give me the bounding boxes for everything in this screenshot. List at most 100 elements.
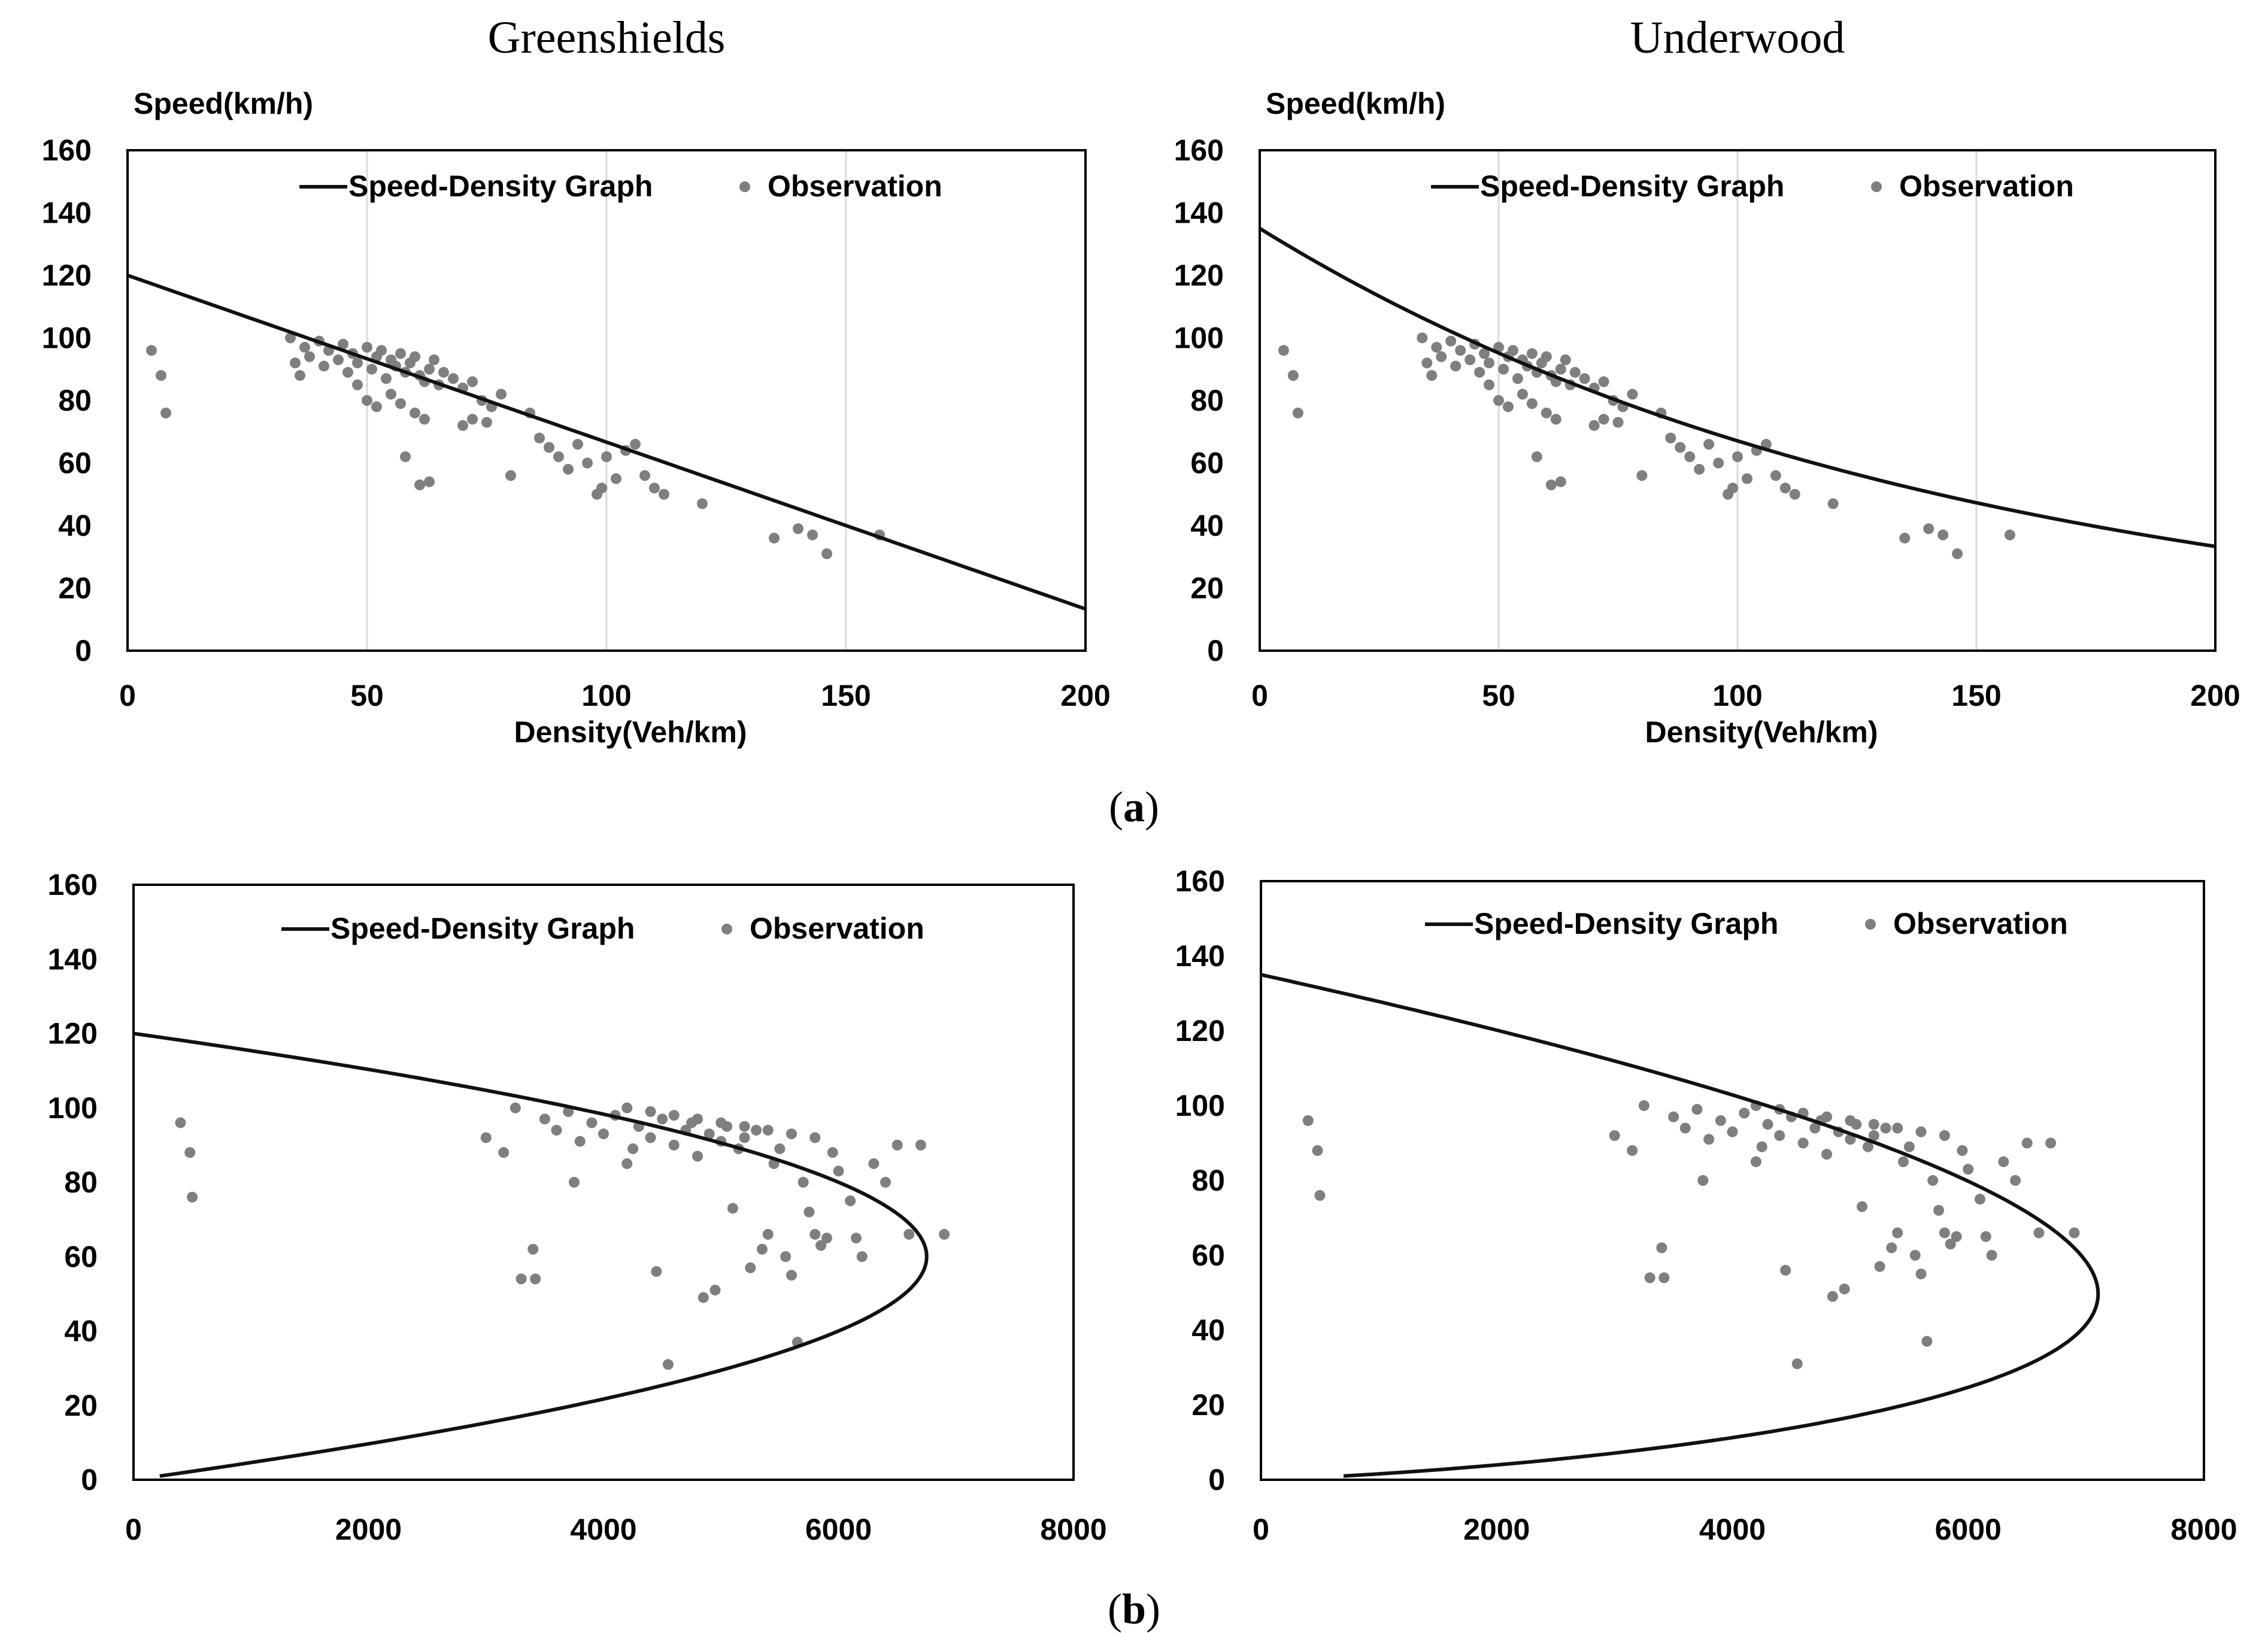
- observation-point: [386, 388, 396, 400]
- observation-point: [645, 1106, 656, 1117]
- y-tick-label: 140: [1175, 939, 1225, 973]
- observation-point: [2010, 1175, 2021, 1186]
- legend-curve-label: Speed-Density Graph: [348, 169, 653, 203]
- x-tick-label: 6000: [805, 1513, 872, 1546]
- x-tick-label: 6000: [1935, 1513, 2002, 1546]
- observation-point: [1531, 451, 1542, 463]
- observation-point: [1465, 354, 1476, 366]
- observation-point: [1827, 1291, 1838, 1302]
- legend-curve-label: Speed-Density Graph: [331, 912, 635, 945]
- observation-point: [1445, 335, 1457, 347]
- observation-point: [146, 345, 157, 356]
- speed-density-curve: [1260, 227, 2215, 548]
- y-tick-label: 20: [1190, 572, 1224, 605]
- observation-point: [410, 407, 420, 418]
- y-tick-label: 80: [1190, 384, 1224, 417]
- y-tick-label: 120: [1174, 259, 1224, 292]
- observation-point: [780, 1251, 792, 1262]
- observation-point: [481, 417, 492, 428]
- observation-point: [1892, 1122, 1903, 1134]
- x-tick-label: 0: [1251, 679, 1268, 712]
- observation-point: [480, 1132, 492, 1143]
- observation-point: [1588, 420, 1600, 431]
- observation-point: [1550, 414, 1561, 425]
- observation-point: [807, 529, 818, 541]
- observation-point: [410, 351, 420, 362]
- y-tick-label: 160: [42, 133, 92, 167]
- observation-point: [649, 482, 660, 494]
- observation-point: [505, 470, 516, 481]
- y-tick-label: 40: [64, 1315, 98, 1348]
- observation-point: [1770, 470, 1781, 481]
- observation-point: [1809, 1122, 1821, 1134]
- observation-point: [1937, 529, 1949, 541]
- observation-point: [539, 1113, 550, 1125]
- observation-point: [1598, 414, 1609, 425]
- observation-point: [1974, 1194, 1985, 1205]
- observation-point: [304, 351, 315, 362]
- observation-point: [1952, 548, 1963, 560]
- observation-point: [1287, 370, 1299, 381]
- observation-point: [352, 379, 363, 390]
- observation-point: [697, 498, 708, 509]
- observation-point: [621, 1158, 633, 1169]
- y-tick-label: 120: [48, 1017, 98, 1051]
- observation-point: [892, 1139, 903, 1151]
- observation-point: [1312, 1145, 1323, 1156]
- observation-point: [371, 401, 382, 412]
- y-tick-label: 120: [1175, 1014, 1225, 1048]
- observation-point: [1675, 442, 1686, 453]
- observation-point: [1684, 451, 1696, 463]
- y-tick-label: 60: [1191, 1239, 1225, 1272]
- observation-point: [659, 488, 669, 500]
- x-tick-label: 8000: [1040, 1513, 1106, 1546]
- observation-point: [1526, 348, 1538, 359]
- observation-point: [429, 354, 439, 366]
- observation-point: [1880, 1122, 1891, 1134]
- observation-point: [668, 1139, 680, 1151]
- observation-point: [1915, 1268, 1927, 1280]
- observation-point: [1998, 1156, 2009, 1167]
- observation-point: [1715, 1115, 1726, 1126]
- legend-marker-swatch: [1871, 181, 1882, 192]
- observation-point: [1560, 354, 1571, 366]
- observation-point: [285, 332, 296, 344]
- observation-point: [1839, 1283, 1850, 1295]
- y-tick-label: 100: [42, 321, 92, 355]
- observation-point: [1874, 1261, 1885, 1272]
- observation-point: [1986, 1250, 1997, 1261]
- observation-point: [1909, 1250, 1921, 1261]
- legend-observation-label: Observation: [1899, 169, 2074, 203]
- observation-point: [530, 1273, 541, 1285]
- observation-point: [903, 1228, 915, 1240]
- y-tick-label: 0: [1207, 634, 1224, 667]
- observation-point: [419, 414, 430, 425]
- y-tick-label: 20: [58, 572, 92, 605]
- legend-observation-label: Observation: [768, 169, 942, 203]
- x-tick-label: 50: [1482, 679, 1515, 712]
- observation-point: [1923, 523, 1935, 535]
- observation-point: [1598, 376, 1609, 387]
- speed-density-curve: [128, 274, 1086, 611]
- observation-point: [868, 1158, 880, 1169]
- y-tick-label: 60: [58, 447, 92, 480]
- observation-point: [1845, 1115, 1856, 1126]
- observation-point: [751, 1125, 762, 1136]
- x-tick-label: 4000: [1699, 1513, 1766, 1546]
- observation-point: [793, 523, 803, 535]
- observation-point: [621, 1102, 633, 1113]
- observation-point: [1868, 1119, 1879, 1130]
- observation-point: [467, 414, 478, 425]
- y-tick-label: 80: [1191, 1164, 1225, 1197]
- observation-point: [582, 457, 593, 469]
- plot-frame: [132, 884, 1075, 1481]
- observation-point: [1703, 1134, 1715, 1145]
- observation-point: [1789, 488, 1800, 500]
- x-tick-label: 2000: [1463, 1513, 1530, 1546]
- observation-point: [692, 1113, 703, 1125]
- x-tick-label: 200: [1060, 679, 1110, 712]
- observation-point: [1739, 1107, 1750, 1119]
- observation-point: [596, 482, 607, 494]
- observation-point: [709, 1285, 721, 1296]
